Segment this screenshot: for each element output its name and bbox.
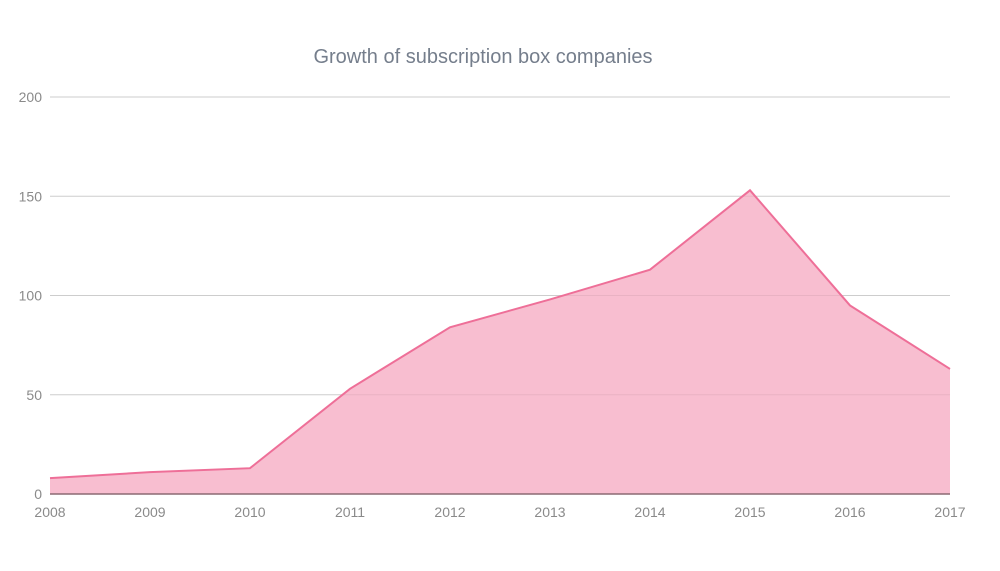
x-tick-label: 2009 <box>134 504 165 520</box>
y-tick-label: 150 <box>19 188 43 204</box>
y-tick-label: 100 <box>19 288 43 304</box>
x-tick-label: 2016 <box>834 504 865 520</box>
x-tick-label: 2012 <box>434 504 465 520</box>
series-line <box>49 188 951 480</box>
x-tick-label: 2011 <box>335 504 365 520</box>
x-tick-label: 2017 <box>934 504 965 520</box>
x-tick-label: 2013 <box>534 504 565 520</box>
y-tick-label: 0 <box>34 486 42 502</box>
x-axis-ticks: 2008 2009 2010 2011 2012 2013 2014 2015 2016 2017 <box>34 504 965 520</box>
data-series <box>49 96 951 495</box>
y-axis-ticks: 0 50 100 150 200 <box>19 89 43 502</box>
chart-title: Growth of subscription box companies <box>313 46 652 68</box>
x-tick-label: 2010 <box>234 504 265 520</box>
area-fill <box>50 190 950 495</box>
x-tick-label: 2015 <box>734 504 765 520</box>
x-tick-label: 2014 <box>634 504 665 520</box>
y-tick-label: 200 <box>19 89 43 105</box>
y-tick-label: 50 <box>26 387 42 403</box>
x-tick-label: 2008 <box>34 504 65 520</box>
